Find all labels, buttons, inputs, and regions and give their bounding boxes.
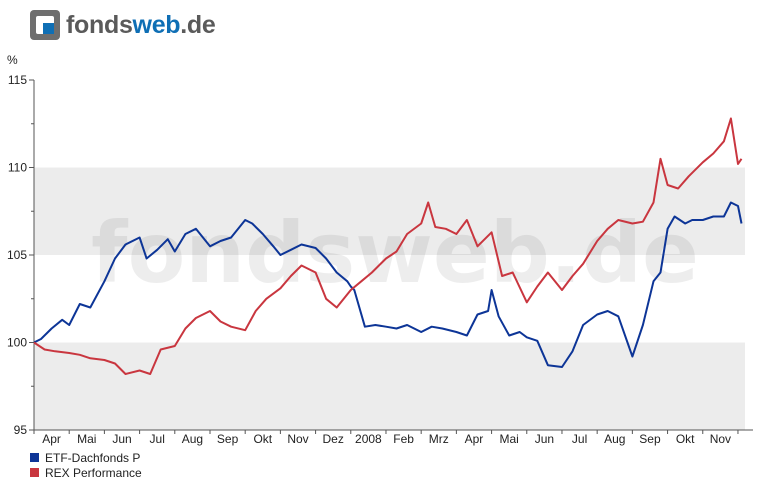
y-tick-label: 115 <box>8 73 27 87</box>
logo-name: fonds <box>66 10 133 39</box>
legend-item-rex: REX Performance <box>30 465 142 480</box>
legend-swatch-etf <box>30 453 39 462</box>
y-axis-unit-label: % <box>7 53 18 67</box>
fondsweb-logo-icon <box>30 10 60 40</box>
logo-accent: web <box>132 10 181 39</box>
x-tick-label: Feb <box>393 432 414 446</box>
y-tick-label: 95 <box>14 423 28 437</box>
y-tick-label: 105 <box>7 248 27 262</box>
fondsweb-logo[interactable]: fondsweb.de <box>30 8 216 42</box>
x-tick-label: Jul <box>572 432 587 446</box>
x-tick-label: Aug <box>182 432 203 446</box>
legend-swatch-rex <box>30 468 39 477</box>
logo-suffix: .de <box>180 10 216 39</box>
legend-label-rex: REX Performance <box>45 465 142 480</box>
x-tick-label: Mai <box>77 432 96 446</box>
shaded-band-1 <box>34 167 745 255</box>
legend-item-etf: ETF-Dachfonds P <box>30 450 142 465</box>
x-tick-label: Jun <box>112 432 131 446</box>
x-tick-label: Okt <box>253 432 272 446</box>
x-tick-label: Okt <box>676 432 695 446</box>
x-tick-label: Apr <box>465 432 484 446</box>
legend: ETF-Dachfonds P REX Performance <box>30 450 142 480</box>
y-tick-label: 100 <box>7 336 27 350</box>
x-tick-label: Nov <box>287 432 308 446</box>
x-tick-label: Mrz <box>429 432 449 446</box>
x-tick-label: Nov <box>710 432 731 446</box>
x-tick-label: Aug <box>604 432 625 446</box>
x-tick-label: Jun <box>535 432 554 446</box>
x-tick-label: Mai <box>500 432 519 446</box>
legend-label-etf: ETF-Dachfonds P <box>45 450 141 465</box>
x-tick-label: Jul <box>150 432 165 446</box>
y-tick-label: 110 <box>8 161 27 175</box>
series-line-etf-dachfonds <box>33 201 743 368</box>
x-tick-label: Sep <box>639 432 661 446</box>
x-tick-label: 2008 <box>355 432 382 446</box>
x-tick-label: Sep <box>217 432 239 446</box>
x-tick-label: Apr <box>42 432 61 446</box>
x-tick-label: Dez <box>323 432 344 446</box>
series-line-rex-performance <box>33 117 743 375</box>
shaded-band-0 <box>34 342 745 430</box>
